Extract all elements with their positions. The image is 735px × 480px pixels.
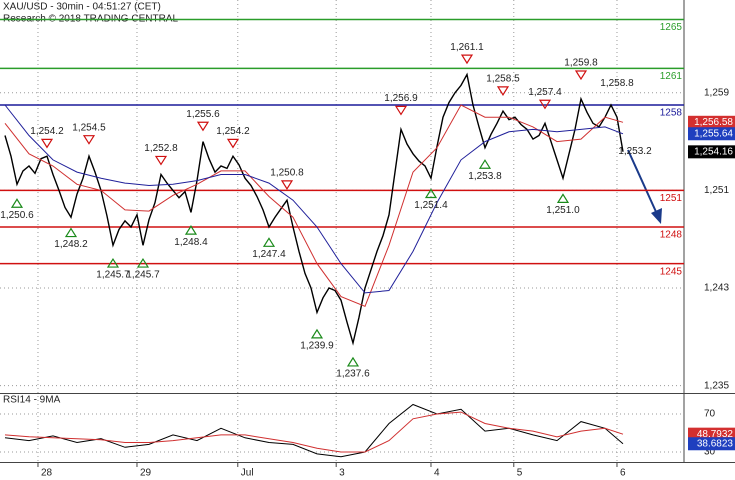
annotation-label: 1,252.8 (144, 143, 178, 154)
high-marker (394, 105, 408, 116)
x-tick-label: 28 (41, 468, 53, 479)
annotation-label: 1,248.4 (174, 237, 208, 248)
price-tag (688, 127, 735, 141)
annotation-label: 1,255.6 (186, 109, 220, 120)
low-marker (262, 237, 276, 247)
annotation-label: 1,247.4 (252, 249, 286, 260)
x-tick-label: 4 (434, 468, 440, 479)
series-line (4, 411, 624, 453)
annotation-label: 1,237.6 (336, 369, 370, 380)
annotation-label: 1,245.7 (126, 270, 160, 281)
price-tag (688, 115, 735, 129)
annotation-label: 1,254.2 (216, 126, 250, 137)
arrow-head (651, 208, 662, 224)
series-line (4, 104, 624, 307)
y-tick-label: 70 (704, 409, 716, 420)
price-tag-label: 1,254.16 (694, 146, 733, 157)
high-marker (538, 99, 552, 110)
low-marker (106, 257, 120, 268)
low-marker (424, 188, 438, 199)
annotation-label: 1,251.4 (414, 200, 448, 211)
x-tick-label: 5 (517, 468, 523, 479)
level-label: 1258 (660, 108, 683, 119)
arrow-shaft (627, 149, 658, 215)
annotation-label: 1,254.5 (72, 122, 106, 133)
series-line (4, 72, 624, 346)
low-marker (136, 257, 150, 268)
level-label: 1248 (660, 230, 683, 241)
series-line (4, 104, 624, 294)
price-tag-label: 1,256.58 (694, 117, 733, 128)
forecast-arrow (627, 149, 662, 224)
annotation-label: 1,245.7 (96, 270, 130, 281)
high-marker (226, 138, 240, 149)
high-marker (196, 121, 210, 132)
y-tick-label: 1,235 (704, 380, 729, 391)
x-tick-label: 29 (140, 468, 152, 479)
high-marker (82, 135, 96, 145)
low-marker (346, 356, 360, 367)
low-marker (184, 224, 198, 235)
chart-title: XAU/USD - 30min - 04:51:27 (CET) (3, 2, 161, 13)
level-label: 1245 (660, 266, 683, 277)
annotation-label: 1,254.2 (30, 126, 64, 137)
high-marker (574, 70, 588, 81)
annotation-label: 1,251.0 (546, 205, 580, 216)
high-marker (40, 138, 54, 149)
y-tick-label: 30 (704, 447, 716, 458)
price-tag-label: 1,255.64 (694, 128, 733, 139)
x-tick-label: Jul (241, 468, 254, 479)
annotation-label: 1,259.8 (564, 58, 598, 69)
annotation-label: 1,250.8 (270, 167, 304, 178)
annotation-label: 1,258.5 (486, 74, 520, 85)
price-tag (688, 437, 735, 451)
low-marker (478, 159, 492, 169)
annotation-label: 1,253.2 (618, 146, 652, 157)
level-label: 1251 (660, 193, 683, 204)
price-tag-label: 38.6823 (697, 438, 734, 449)
high-marker (496, 86, 510, 96)
annotation-label: 1,253.8 (468, 171, 502, 182)
y-tick-label: 1,251 (704, 185, 729, 196)
x-tick-label: 6 (620, 468, 626, 479)
annotation-label: 1,256.9 (384, 93, 418, 104)
high-marker (280, 180, 294, 190)
price-tag (688, 145, 735, 159)
low-marker (10, 198, 24, 208)
high-marker (460, 54, 474, 65)
annotation-label: 1,248.2 (54, 239, 88, 250)
y-tick-label: 1,243 (704, 283, 729, 294)
annotation-label: 1,258.8 (600, 78, 634, 89)
price-tag-label: 48.7932 (697, 429, 734, 440)
annotation-label: 1,261.1 (450, 42, 484, 53)
rsi-title: RSI14 - 9MA (3, 395, 61, 406)
low-marker (556, 193, 570, 203)
x-tick-label: 3 (339, 468, 345, 479)
annotation-label: 1,257.4 (528, 87, 562, 98)
level-label: 1261 (660, 71, 683, 82)
y-tick-label: 1,259 (704, 87, 729, 98)
series-line (4, 403, 624, 458)
annotation-label: 1,239.9 (300, 341, 334, 352)
annotation-label: 1,250.6 (0, 210, 34, 221)
level-label: 1265 (660, 22, 683, 33)
low-marker (64, 227, 78, 238)
low-marker (310, 328, 324, 339)
high-marker (154, 155, 168, 166)
